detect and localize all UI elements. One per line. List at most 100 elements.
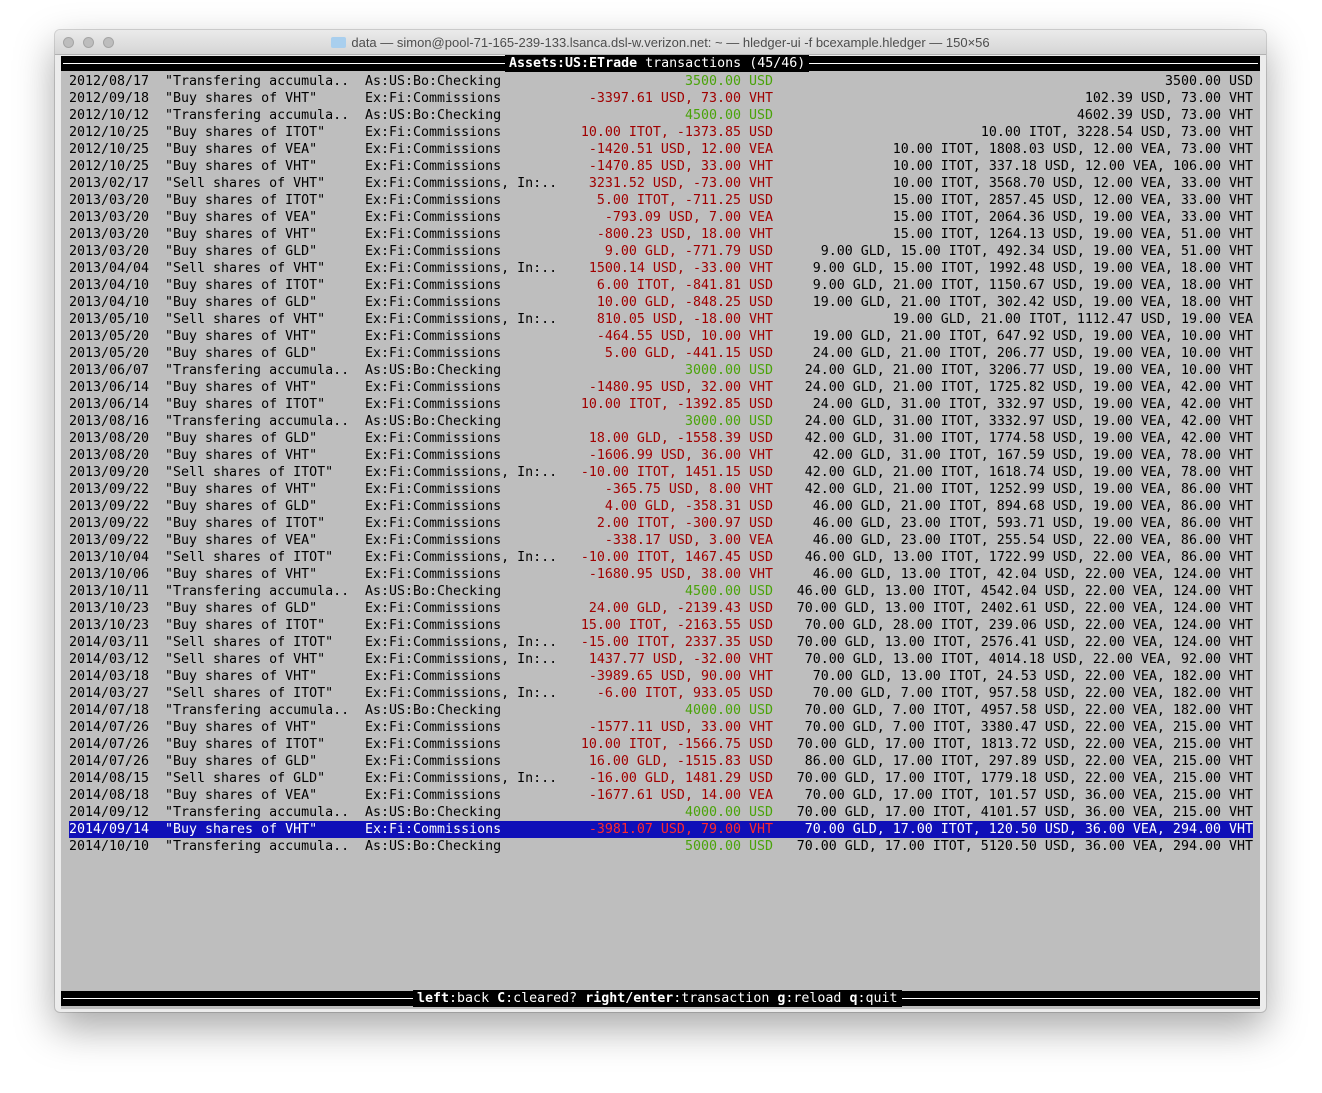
amount-cell: 3000.00 USD (684, 414, 773, 429)
table-row[interactable]: 2013/09/22 "Buy shares of GLD" Ex:Fi:Commi… (69, 498, 1253, 515)
table-row[interactable]: 2013/02/17 "Sell shares of VHT" Ex:Fi:Comm… (69, 175, 1253, 192)
table-row[interactable]: 2013/10/23 "Buy shares of ITOT" Ex:Fi:Comm… (69, 617, 1253, 634)
key-action: quit (865, 991, 898, 1006)
table-row[interactable]: 2013/05/20 "Buy shares of VHT" Ex:Fi:Commi… (69, 328, 1253, 345)
description-cell: "Buy shares of VEA" (165, 210, 318, 225)
other-account-cell: Ex:Fi:Commissions (365, 380, 502, 395)
balance-cell: 46.00 GLD, 23.00 ITOT, 255.54 USD, 22.00… (812, 533, 1253, 548)
table-row[interactable]: 2014/08/15 "Sell shares of GLD" Ex:Fi:Comm… (69, 770, 1253, 787)
table-row[interactable]: 2013/08/20 "Buy shares of GLD" Ex:Fi:Commi… (69, 430, 1253, 447)
other-account-cell: Ex:Fi:Commissions (365, 737, 502, 752)
date-cell: 2014/09/12 (69, 805, 150, 820)
description-cell: "Buy shares of VHT" (165, 482, 318, 497)
table-row[interactable]: 2013/03/20 "Buy shares of VEA" Ex:Fi:Commi… (69, 209, 1253, 226)
balance-cell: 70.00 GLD, 17.00 ITOT, 1813.72 USD, 22.0… (796, 737, 1253, 752)
amount-cell: -6.00 ITOT, 933.05 USD (596, 686, 773, 701)
table-row[interactable]: 2012/09/18 "Buy shares of VHT" Ex:Fi:Commi… (69, 90, 1253, 107)
date-cell: 2013/09/22 (69, 482, 150, 497)
table-row[interactable]: 2013/09/22 "Buy shares of VEA" Ex:Fi:Commi… (69, 532, 1253, 549)
table-row[interactable]: 2013/03/20 "Buy shares of ITOT" Ex:Fi:Comm… (69, 192, 1253, 209)
table-row[interactable]: 2013/04/10 "Buy shares of ITOT" Ex:Fi:Comm… (69, 277, 1253, 294)
table-row[interactable]: 2014/03/11 "Sell shares of ITOT" Ex:Fi:Com… (69, 634, 1253, 651)
amount-cell: -15.00 ITOT, 2337.35 USD (580, 635, 773, 650)
table-row[interactable]: 2013/06/14 "Buy shares of ITOT" Ex:Fi:Comm… (69, 396, 1253, 413)
description-cell: "Buy shares of GLD" (165, 244, 318, 259)
amount-cell: 3000.00 USD (684, 363, 773, 378)
table-row[interactable]: 2013/03/20 "Buy shares of GLD" Ex:Fi:Commi… (69, 243, 1253, 260)
key-name: right/enter (585, 991, 674, 1006)
amount-cell: 2.00 ITOT, -300.97 USD (596, 516, 773, 531)
table-row[interactable]: 2014/07/26 "Buy shares of VHT" Ex:Fi:Commi… (69, 719, 1253, 736)
table-row[interactable]: 2013/06/14 "Buy shares of VHT" Ex:Fi:Commi… (69, 379, 1253, 396)
other-account-cell: As:US:Bo:Checking (365, 584, 502, 599)
date-cell: 2014/03/27 (69, 686, 150, 701)
description-cell: "Buy shares of VHT" (165, 227, 318, 242)
other-account-cell: Ex:Fi:Commissions (365, 193, 502, 208)
table-row[interactable]: 2012/10/25 "Buy shares of VEA" Ex:Fi:Commi… (69, 141, 1253, 158)
date-cell: 2012/10/12 (69, 108, 150, 123)
table-row[interactable]: 2013/09/22 "Buy shares of ITOT" Ex:Fi:Comm… (69, 515, 1253, 532)
description-cell: "Transfering accumula.. (165, 703, 350, 718)
other-account-cell: As:US:Bo:Checking (365, 74, 502, 89)
table-row[interactable]: 2013/10/11 "Transfering accumula.. As:US:B… (69, 583, 1253, 600)
key-action: cleared? (513, 991, 578, 1006)
description-cell: "Buy shares of VHT" (165, 448, 318, 463)
table-row[interactable]: 2013/03/20 "Buy shares of VHT" Ex:Fi:Commi… (69, 226, 1253, 243)
description-cell: "Transfering accumula.. (165, 414, 350, 429)
amount-cell: 10.00 ITOT, -1566.75 USD (580, 737, 773, 752)
balance-cell: 70.00 GLD, 17.00 ITOT, 1779.18 USD, 22.0… (796, 771, 1253, 786)
key-hint: q:quit (849, 991, 898, 1006)
amount-cell: 10.00 ITOT, -1392.85 USD (580, 397, 773, 412)
other-account-cell: As:US:Bo:Checking (365, 839, 502, 854)
table-row[interactable]: 2013/10/06 "Buy shares of VHT" Ex:Fi:Commi… (69, 566, 1253, 583)
table-row[interactable]: 2013/05/20 "Buy shares of GLD" Ex:Fi:Commi… (69, 345, 1253, 362)
minimize-button[interactable] (83, 37, 94, 48)
date-cell: 2013/05/20 (69, 346, 150, 361)
table-row[interactable]: 2013/05/10 "Sell shares of VHT" Ex:Fi:Comm… (69, 311, 1253, 328)
other-account-cell: Ex:Fi:Commissions (365, 618, 502, 633)
description-cell: "Sell shares of VHT" (165, 261, 326, 276)
table-row[interactable]: 2013/09/20 "Sell shares of ITOT" Ex:Fi:Com… (69, 464, 1253, 481)
other-account-cell: Ex:Fi:Commissions (365, 210, 502, 225)
table-row[interactable]: 2014/10/10 "Transfering accumula.. As:US:B… (69, 838, 1253, 855)
description-cell: "Sell shares of VHT" (165, 312, 326, 327)
table-row[interactable]: 2013/08/20 "Buy shares of VHT" Ex:Fi:Commi… (69, 447, 1253, 464)
table-row[interactable]: 2013/08/16 "Transfering accumula.. As:US:B… (69, 413, 1253, 430)
table-row[interactable]: 2014/03/12 "Sell shares of VHT" Ex:Fi:Comm… (69, 651, 1253, 668)
table-row[interactable]: 2012/10/25 "Buy shares of VHT" Ex:Fi:Commi… (69, 158, 1253, 175)
table-row[interactable]: 2014/03/18 "Buy shares of VHT" Ex:Fi:Commi… (69, 668, 1253, 685)
account-name: Assets:US:ETrade (509, 56, 638, 71)
table-row[interactable]: 2014/09/12 "Transfering accumula.. As:US:B… (69, 804, 1253, 821)
close-button[interactable] (63, 37, 74, 48)
table-row[interactable]: 2012/10/25 "Buy shares of ITOT" Ex:Fi:Comm… (69, 124, 1253, 141)
table-row[interactable]: 2013/09/22 "Buy shares of VHT" Ex:Fi:Commi… (69, 481, 1253, 498)
table-row[interactable]: 2014/07/18 "Transfering accumula.. As:US:B… (69, 702, 1253, 719)
amount-cell: 5.00 ITOT, -711.25 USD (596, 193, 773, 208)
table-row[interactable]: 2014/08/18 "Buy shares of VEA" Ex:Fi:Commi… (69, 787, 1253, 804)
description-cell: "Buy shares of GLD" (165, 499, 318, 514)
table-row[interactable]: 2014/07/26 "Buy shares of ITOT" Ex:Fi:Comm… (69, 736, 1253, 753)
zoom-button[interactable] (103, 37, 114, 48)
other-account-cell: Ex:Fi:Commissions (365, 720, 502, 735)
other-account-cell: Ex:Fi:Commissions (365, 754, 502, 769)
key-hint: left:back (417, 991, 490, 1006)
date-cell: 2013/10/06 (69, 567, 150, 582)
description-cell: "Buy shares of VHT" (165, 380, 318, 395)
table-row[interactable]: 2012/10/12 "Transfering accumula.. As:US:B… (69, 107, 1253, 124)
table-row[interactable]: 2013/10/04 "Sell shares of ITOT" Ex:Fi:Com… (69, 549, 1253, 566)
balance-cell: 24.00 GLD, 21.00 ITOT, 206.77 USD, 19.00… (812, 346, 1253, 361)
amount-cell: -16.00 GLD, 1481.29 USD (588, 771, 773, 786)
table-row[interactable]: 2012/08/17 "Transfering accumula.. As:US:B… (69, 73, 1253, 90)
table-row[interactable]: 2013/10/23 "Buy shares of GLD" Ex:Fi:Commi… (69, 600, 1253, 617)
other-account-cell: Ex:Fi:Commissions (365, 822, 502, 837)
table-row[interactable]: 2013/04/04 "Sell shares of VHT" Ex:Fi:Comm… (69, 260, 1253, 277)
table-row[interactable]: 2013/04/10 "Buy shares of GLD" Ex:Fi:Commi… (69, 294, 1253, 311)
other-account-cell: Ex:Fi:Commissions (365, 516, 502, 531)
amount-cell: 810.05 USD, -18.00 VHT (596, 312, 773, 327)
table-row[interactable]: 2013/06/07 "Transfering accumula.. As:US:B… (69, 362, 1253, 379)
table-row[interactable]: 2014/03/27 "Sell shares of ITOT" Ex:Fi:Com… (69, 685, 1253, 702)
table-row[interactable]: 2014/07/26 "Buy shares of GLD" Ex:Fi:Commi… (69, 753, 1253, 770)
date-cell: 2013/03/20 (69, 210, 150, 225)
terminal[interactable]: Assets:US:ETrade transactions (45/46) 20… (61, 55, 1260, 1009)
table-row[interactable]: 2014/09/14 "Buy shares of VHT" Ex:Fi:Commi… (69, 821, 1253, 838)
